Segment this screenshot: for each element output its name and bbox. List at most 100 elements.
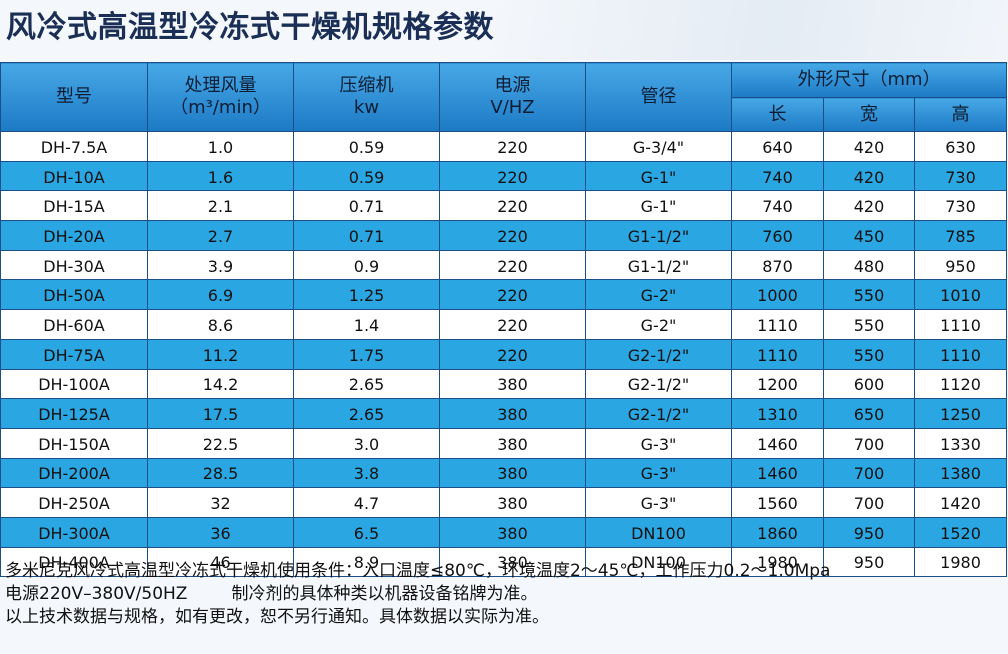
cell-model: DH-15A <box>0 190 148 222</box>
cell-height: 1380 <box>913 457 1008 489</box>
cell-pipe: G-3" <box>585 457 732 489</box>
cell-model: DH-50A <box>0 279 148 311</box>
cell-height: 630 <box>913 131 1008 162</box>
cell-compressor: 4.7 <box>293 487 440 518</box>
background-decoration <box>488 0 1008 60</box>
cell-power: 220 <box>439 249 586 281</box>
cell-power: 380 <box>439 457 586 489</box>
cell-compressor: 8.9 <box>293 546 440 578</box>
cell-pipe: G2-1/2" <box>585 398 732 429</box>
header-pipe: 管径 <box>585 62 732 132</box>
cell-length: 740 <box>731 190 824 222</box>
cell-model: DH-300A <box>0 516 148 548</box>
cell-width: 600 <box>823 368 915 400</box>
table-row: DH-200A 28.5 3.8 380 G-3" 1460 700 1380 <box>0 457 1008 489</box>
cell-power: 220 <box>439 309 586 340</box>
cell-model: DH-60A <box>0 309 148 340</box>
cell-width: 480 <box>823 249 915 281</box>
cell-width: 420 <box>823 131 915 162</box>
cell-power: 380 <box>439 368 586 400</box>
cell-compressor: 1.4 <box>293 309 440 340</box>
cell-width: 420 <box>823 190 915 222</box>
spec-table: 型号 处理风量 （m³/min） 压缩机 kw 电源 V/HZ 管径 外形尺寸（… <box>0 62 1008 578</box>
header-power: 电源 V/HZ <box>439 62 586 132</box>
cell-width: 700 <box>823 457 915 489</box>
cell-width: 550 <box>823 279 915 311</box>
cell-width: 950 <box>823 546 915 578</box>
table-row: DH-75A 11.2 1.75 220 G2-1/2" 1110 550 1110 <box>0 338 1008 370</box>
note-refrigerant: 制冷剂的具体种类以机器设备铭牌为准。 <box>231 584 538 604</box>
cell-power: 380 <box>439 398 586 429</box>
cell-pipe: G2-1/2" <box>585 368 732 400</box>
table-row: DH-300A 36 6.5 380 DN100 1860 950 1520 <box>0 516 1008 548</box>
table-row: DH-30A 3.9 0.9 220 G1-1/2" 870 480 950 <box>0 249 1008 281</box>
cell-flow: 2.1 <box>147 190 294 222</box>
header-compressor-name: 压缩机 <box>339 75 394 96</box>
spec-table-body: DH-7.5A 1.0 0.59 220 G-3/4" 640 420 630 DH-10A 1.… <box>0 131 1008 578</box>
cell-model: DH-20A <box>0 220 148 251</box>
cell-pipe: G-1" <box>585 190 732 222</box>
cell-length: 760 <box>731 220 824 251</box>
cell-length: 870 <box>731 249 824 281</box>
table-row: DH-10A 1.6 0.59 220 G-1" 740 420 730 <box>0 160 1008 192</box>
header-width: 宽 <box>823 97 915 132</box>
cell-power: 220 <box>439 338 586 370</box>
cell-length: 1110 <box>731 309 824 340</box>
cell-model: DH-30A <box>0 249 148 281</box>
cell-power: 380 <box>439 516 586 548</box>
cell-height: 1010 <box>913 279 1008 311</box>
cell-power: 220 <box>439 220 586 251</box>
note-line-conditions: 多米尼克风冷式高温型冷冻式干燥机使用条件：入口温度≤80℃，环境温度2～45℃，… <box>5 561 831 581</box>
cell-compressor: 1.25 <box>293 279 440 311</box>
cell-pipe: DN100 <box>585 516 732 548</box>
cell-flow: 17.5 <box>147 398 294 429</box>
table-row: DH-400A 46 8.9 380 DN100 1980 950 1980 <box>0 546 1008 578</box>
cell-length: 1200 <box>731 368 824 400</box>
cell-pipe: G1-1/2" <box>585 220 732 251</box>
table-row: DH-150A 22.5 3.0 380 G-3" 1460 700 1330 <box>0 427 1008 459</box>
cell-model: DH-150A <box>0 427 148 459</box>
note-line-power: 电源220V–380V/50HZ 制冷剂的具体种类以机器设备铭牌为准。 <box>5 583 1005 606</box>
cell-model: DH-75A <box>0 338 148 370</box>
cell-power: 380 <box>439 546 586 578</box>
cell-flow: 14.2 <box>147 368 294 400</box>
cell-height: 1110 <box>913 338 1008 370</box>
cell-pipe: G-3" <box>585 487 732 518</box>
cell-width: 420 <box>823 160 915 192</box>
header-model: 型号 <box>0 62 148 132</box>
header-dimensions: 外形尺寸（mm） <box>730 62 1008 98</box>
cell-flow: 1.6 <box>147 160 294 192</box>
cell-width: 950 <box>823 516 915 548</box>
cell-compressor: 0.71 <box>293 190 440 222</box>
cell-height: 950 <box>913 249 1008 281</box>
cell-length: 1110 <box>731 338 824 370</box>
table-row: DH-60A 8.6 1.4 220 G-2" 1110 550 1110 <box>0 309 1008 340</box>
cell-height: 1250 <box>913 398 1008 429</box>
cell-compressor: 3.8 <box>293 457 440 489</box>
cell-width: 650 <box>823 398 915 429</box>
cell-compressor: 0.71 <box>293 220 440 251</box>
cell-flow: 1.0 <box>147 131 294 162</box>
cell-flow: 28.5 <box>147 457 294 489</box>
cell-flow: 2.7 <box>147 220 294 251</box>
cell-height: 1120 <box>913 368 1008 400</box>
cell-model: DH-7.5A <box>0 131 148 162</box>
cell-width: 700 <box>823 427 915 459</box>
cell-height: 1420 <box>913 487 1008 518</box>
cell-width: 550 <box>823 309 915 340</box>
cell-height: 730 <box>913 190 1008 222</box>
cell-power: 380 <box>439 487 586 518</box>
cell-width: 550 <box>823 338 915 370</box>
cell-compressor: 0.59 <box>293 160 440 192</box>
cell-model: DH-125A <box>0 398 148 429</box>
table-row: DH-250A 32 4.7 380 G-3" 1560 700 1420 <box>0 487 1008 518</box>
cell-length: 1980 <box>731 546 824 578</box>
header-height: 高 <box>913 97 1008 132</box>
page-title: 风冷式高温型冷冻式干燥机规格参数 <box>6 10 494 45</box>
cell-flow: 32 <box>147 487 294 518</box>
cell-power: 220 <box>439 131 586 162</box>
cell-compressor: 3.0 <box>293 427 440 459</box>
cell-flow: 3.9 <box>147 249 294 281</box>
cell-width: 700 <box>823 487 915 518</box>
cell-power: 220 <box>439 190 586 222</box>
